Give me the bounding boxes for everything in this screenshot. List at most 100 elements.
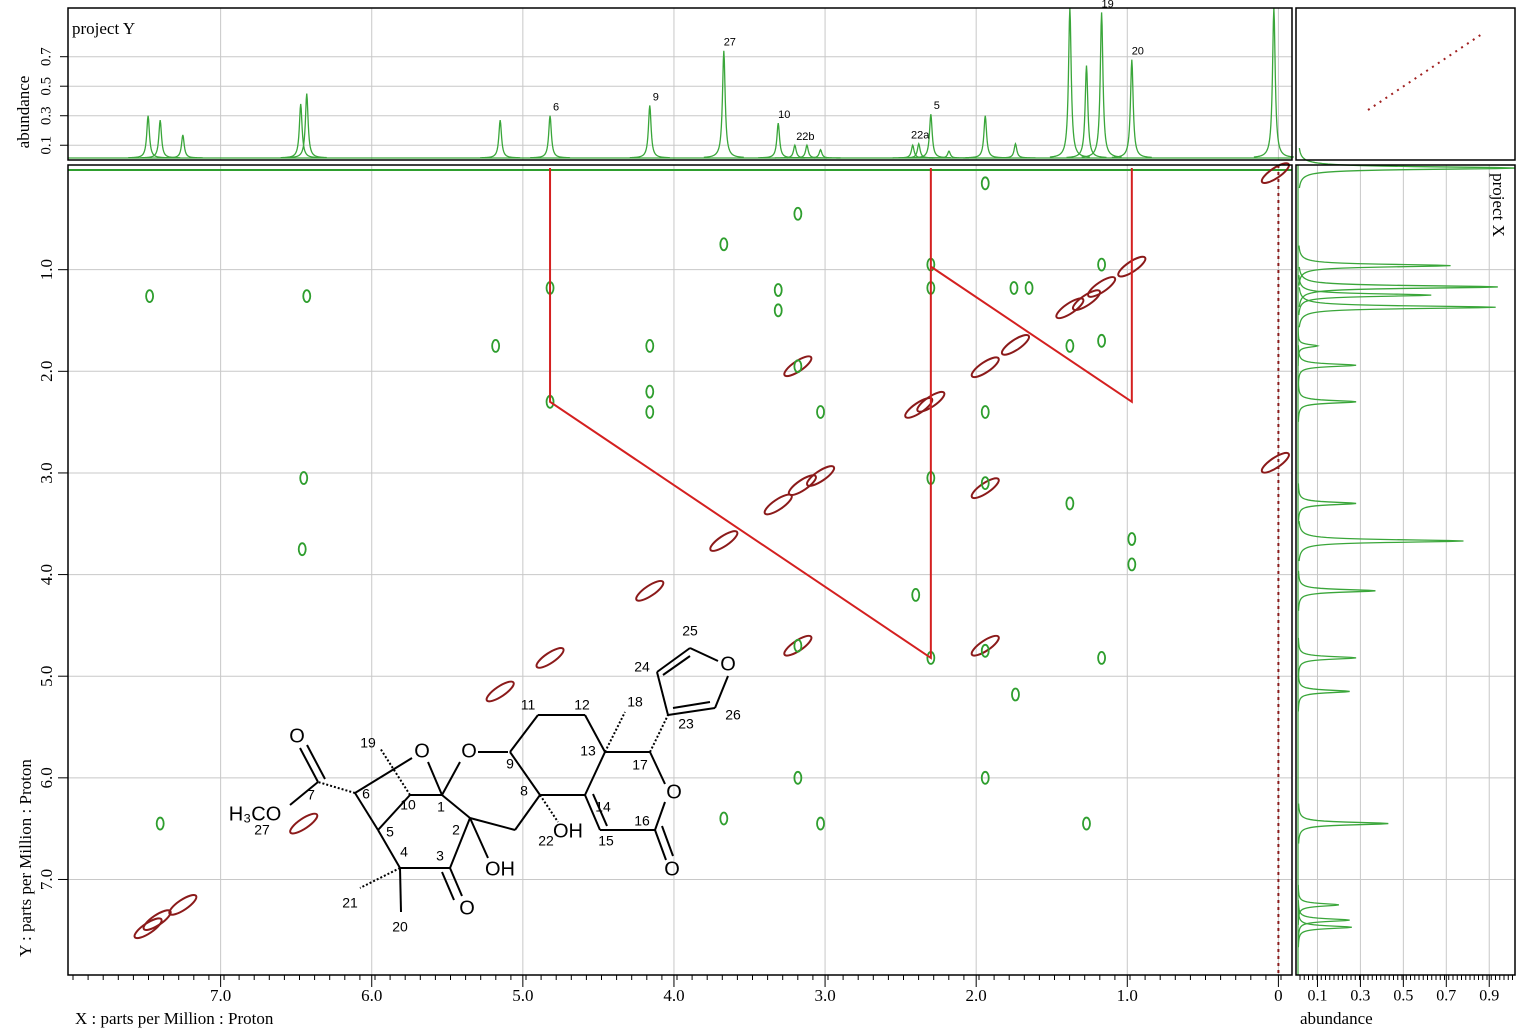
bond: [514, 794, 541, 831]
contour-peak: [980, 770, 990, 785]
peak: [1298, 275, 1432, 316]
contour-peak: [1260, 451, 1290, 474]
bond: [654, 801, 666, 831]
peak: [786, 143, 827, 159]
atom-label: 5: [386, 824, 394, 840]
atom-label: 10: [400, 797, 416, 813]
atom-label: 7: [307, 787, 315, 803]
molecule: [289, 647, 729, 913]
atom-label: O: [666, 781, 682, 803]
bond: [509, 714, 539, 753]
bond: [317, 781, 356, 794]
peak: [800, 148, 841, 159]
contour-peak: [1055, 297, 1085, 320]
peak: [1297, 483, 1357, 524]
atom-label: 16: [634, 813, 650, 829]
x-tick-label: 4.0: [663, 986, 684, 1005]
atom-label: 14: [595, 799, 611, 815]
x-axis-label: X : parts per Million : Proton: [75, 1009, 274, 1028]
contour-peak: [645, 405, 655, 419]
atom-label: 8: [520, 783, 528, 799]
contour-peak: [645, 339, 655, 353]
atom-label: 3: [436, 848, 444, 864]
atom-label: 23: [678, 716, 694, 732]
top-frame: [67, 7, 1293, 161]
contour-peak: [816, 816, 825, 831]
bond: [377, 794, 411, 831]
contour-peak: [1024, 281, 1034, 295]
bond: [469, 817, 489, 859]
bond: [469, 817, 516, 831]
corner-dots: [1367, 33, 1483, 111]
atom-label: O: [459, 897, 475, 919]
atom-label: H₃CO: [229, 803, 282, 825]
atom-label: 18: [627, 694, 643, 710]
atom-label: 15: [598, 833, 614, 849]
peak: [480, 120, 521, 159]
peak: [1081, 12, 1122, 158]
x-tick-label: 1.0: [1117, 986, 1138, 1005]
contour-peak: [635, 579, 665, 602]
atom-label: 2: [452, 822, 460, 838]
contour-peak: [980, 476, 990, 491]
y-tick-label: 0.5: [38, 77, 54, 96]
y-axis-label: abundance: [14, 76, 33, 149]
atom-label: 19: [360, 735, 376, 751]
peak: [703, 50, 744, 158]
peak-label: 19: [1101, 0, 1113, 10]
atom-label: 17: [632, 757, 648, 773]
contour-peak: [793, 206, 803, 221]
contour-peak: [145, 289, 155, 304]
peak-label: 27: [724, 37, 736, 49]
bond: [441, 761, 461, 796]
y-tick-label: 4.0: [37, 564, 56, 585]
peak: [1297, 637, 1357, 678]
bond: [689, 647, 719, 662]
atom-label: O: [414, 740, 430, 762]
contour-peak: [1097, 333, 1106, 348]
atom-label: O: [461, 740, 477, 762]
bond: [399, 867, 402, 913]
peak: [1298, 520, 1464, 562]
x-tick-label: 0: [1274, 986, 1283, 1005]
contour-peak: [155, 816, 165, 831]
contour-peak: [1127, 532, 1137, 546]
x-tick-label: 0.3: [1350, 988, 1370, 1005]
bond: [509, 751, 541, 796]
contour-peak: [297, 542, 307, 557]
contour-peak: [645, 384, 655, 399]
labels: 7.0 6.0 5.0 4.0 3.0 2.0 1.0 0 1.0 2.0 3.0 4.0 5.0 6.0…: [14, 0, 1508, 1028]
y-axis-label: Y : parts per Million : Proton: [16, 759, 35, 957]
contour-peak: [793, 638, 803, 653]
peak: [1298, 245, 1451, 286]
contour-peak: [1087, 276, 1117, 298]
atom-label: 26: [725, 707, 741, 723]
atom-label: 1: [437, 799, 445, 815]
y-tick-label: 0.1: [38, 136, 54, 155]
peak: [928, 150, 969, 159]
contour-peak: [1000, 334, 1031, 356]
y-tick-label: 0.3: [38, 106, 54, 125]
x-tick-label: 0.7: [1436, 988, 1456, 1005]
atom-label: 20: [392, 919, 408, 935]
peak-label: 5: [934, 100, 940, 112]
y-tick-label: 5.0: [37, 666, 56, 687]
contour-peak: [916, 390, 946, 413]
peak: [286, 93, 327, 159]
peak: [1298, 287, 1496, 328]
contour-peak: [805, 465, 836, 487]
contour-peak: [485, 680, 515, 703]
peak: [1297, 884, 1340, 925]
bond: [649, 751, 666, 785]
bond: [354, 792, 379, 831]
contour-peak: [719, 811, 729, 826]
peak: [1297, 325, 1320, 366]
contour-peak: [793, 770, 803, 785]
correlation-line: [549, 168, 932, 660]
bond: [584, 714, 606, 753]
peak-label: 10: [778, 109, 790, 121]
bond: [354, 757, 413, 794]
contour-peak: [1117, 255, 1147, 278]
peak: [629, 105, 670, 159]
bond: [667, 707, 716, 716]
